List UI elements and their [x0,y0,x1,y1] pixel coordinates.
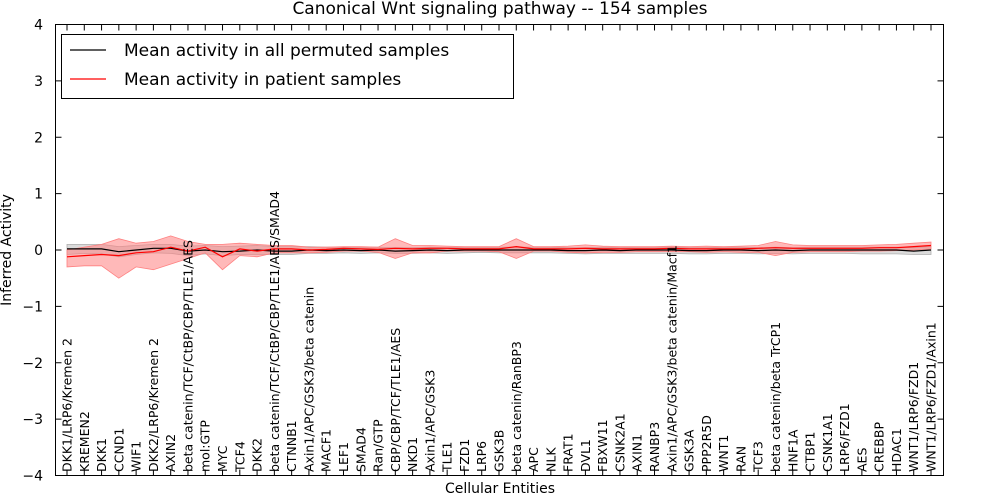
x-tick-label: NKD1 [405,437,420,472]
y-tick-label: −1 [22,299,43,315]
x-tick-label: beta catenin/TCF/CtBP/CBP/TLE1/AES [181,240,196,472]
x-tick-label: TLE1 [440,442,455,473]
x-tick-label: Axin1/APC/GSK3 [422,370,437,472]
x-tick-label: CTNNB1 [284,420,299,472]
x-tick-label: CSNK2A1 [613,413,628,472]
x-tick-label: GSK3B [492,430,507,472]
x-tick-label: AXIN1 [630,434,645,472]
y-tick-label: 1 [34,187,43,203]
x-tick-label: NLK [543,447,558,472]
y-tick-label: 3 [34,74,43,90]
x-tick-label: AES [854,448,869,472]
legend: Mean activity in all permuted samples Me… [61,34,514,99]
x-axis-ticks [66,24,932,476]
patient-mean-line [66,244,932,258]
x-tick-label: DKK1 [94,438,109,472]
x-tick-label: RANBP3 [647,422,662,472]
x-tick-label: TCF4 [232,441,247,473]
x-tick-labels: DKK1/LRP6/Kremen 2 KREMEN2 DKK1 CCND1 WIF1 DK… [60,191,939,473]
x-tick-label: GSK3A [682,429,697,472]
x-tick-label: WIF1 [129,441,144,472]
x-tick-label: DKK2/LRP6/Kremen 2 [146,338,161,472]
y-tick-label: 2 [34,130,43,146]
y-tick-label: 4 [34,18,43,34]
x-tick-label: Axin1/APC/GSK3/beta catenin [301,287,316,472]
legend-label-permuted: Mean activity in all permuted samples [124,41,449,61]
y-tick-label: 0 [34,243,43,259]
y-axis-ticks: −4 −3 −2 −1 0 1 2 3 4 [22,18,944,485]
x-tick-label: FZD1 [457,439,472,472]
legend-label-patient: Mean activity in patient samples [124,70,401,90]
x-tick-label: CCND1 [111,428,126,472]
x-tick-label: KREMEN2 [77,411,92,472]
x-tick-label: HDAC1 [889,428,904,472]
x-tick-label: SMAD4 [353,427,368,472]
x-tick-label: CTBP1 [803,432,818,472]
legend-frame [61,34,514,99]
y-tick-label: −3 [22,412,43,428]
x-tick-label: CREBBP [872,422,887,472]
x-tick-label: AXIN2 [163,434,178,472]
x-tick-label: FRAT1 [561,433,576,472]
x-tick-label: RAN [733,446,748,472]
x-tick-label: beta catenin/beta TrCP1 [768,322,783,472]
x-tick-label: Axin1/APC/GSK3/beta catenin/Macf1 [664,245,679,472]
x-tick-label: mol:GTP [198,420,213,472]
x-tick-label: FBXW11 [595,419,610,472]
y-axis-label: Inferred Activity [0,194,15,306]
x-tick-label: MYC [215,445,230,472]
patient-band [66,235,932,279]
x-tick-label: MACF1 [319,429,334,472]
x-tick-label: DVL1 [578,439,593,472]
x-tick-label: LRP6/FZD1 [837,403,852,472]
x-tick-label: DKK2 [250,438,265,472]
x-tick-label: LRP6 [474,441,489,472]
y-tick-label: −2 [22,356,43,372]
x-tick-label: WNT1/LRP6/FZD1 [906,362,921,472]
confidence-bands [66,235,932,279]
x-tick-label: WNT1/LRP6/FZD1/Axin1 [924,322,939,472]
x-axis-label: Cellular Entities [445,481,555,497]
x-tick-label: CSNK1A1 [820,413,835,472]
series-lines [66,244,932,258]
x-tick-label: beta catenin/RanBP3 [509,341,524,472]
x-tick-label: CBP/CBP/TCF/TLE1/AES [388,328,403,472]
x-tick-label: DKK1/LRP6/Kremen 2 [60,338,75,472]
x-tick-label: HNF1A [785,429,800,472]
x-tick-label: APC [526,447,541,472]
x-tick-label: PPP2R5D [699,415,714,472]
x-tick-label: TCF3 [751,441,766,473]
x-tick-label: WNT1 [716,435,731,472]
x-tick-label: LEF1 [336,442,351,472]
chart-title: Canonical Wnt signaling pathway -- 154 s… [292,0,707,19]
x-tick-label: Ran/GTP [371,419,386,472]
y-tick-label: −4 [22,469,43,485]
x-tick-label: beta catenin/TCF/CtBP/CBP/TLE1/AES/SMAD4 [267,191,282,472]
